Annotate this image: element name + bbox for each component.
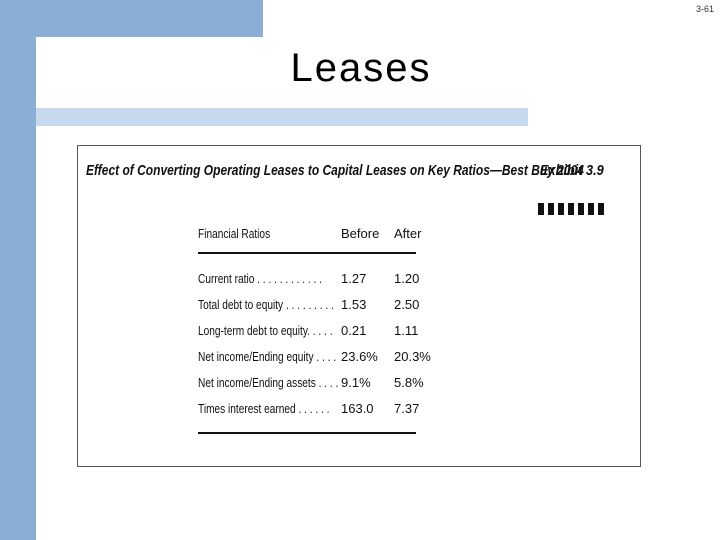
table-row: Long-term debt to equity. . . . . 0.21 1… <box>198 318 419 344</box>
ratio-table: Financial Ratios Before After Current ra… <box>198 222 431 434</box>
ratio-name: Net income/Ending equity . . . . <box>198 349 337 364</box>
table-row: Current ratio . . . . . . . . . . . . 1.… <box>198 266 420 292</box>
ratio-name: Long-term debt to equity. . . . . <box>198 323 333 338</box>
table-body: Current ratio . . . . . . . . . . . . 1.… <box>198 254 431 434</box>
column-header-after: After <box>394 226 422 241</box>
ratio-before: 23.6% <box>341 349 378 364</box>
column-header-ratios: Financial Ratios <box>198 226 271 241</box>
ratio-after: 7.37 <box>394 401 420 416</box>
ratio-after: 1.20 <box>394 271 420 286</box>
decorative-marks <box>538 203 604 215</box>
table-row: Total debt to equity . . . . . . . . . 1… <box>198 292 420 318</box>
ratio-after: 2.50 <box>394 297 420 312</box>
ratio-before: 163.0 <box>341 401 374 416</box>
table-row: Net income/Ending assets . . . . 9.1% 5.… <box>198 370 424 396</box>
ratio-before: 1.53 <box>341 297 367 312</box>
table-row: Net income/Ending equity . . . . 23.6% 2… <box>198 344 431 370</box>
decorative-left-bar <box>0 0 36 540</box>
ratio-after: 20.3% <box>394 349 431 364</box>
table-header: Financial Ratios Before After <box>198 222 421 254</box>
column-header-before: Before <box>341 226 380 241</box>
ratio-after: 1.11 <box>394 323 419 338</box>
exhibit-figure: Effect of Converting Operating Leases to… <box>77 145 641 467</box>
ratio-before: 0.21 <box>341 323 367 338</box>
decorative-top-block <box>0 0 263 37</box>
exhibit-title: Effect of Converting Operating Leases to… <box>86 162 584 179</box>
table-row: Times interest earned . . . . . . 163.0 … <box>198 396 420 422</box>
slide-title: Leases <box>290 46 432 90</box>
ratio-before: 9.1% <box>341 375 371 390</box>
ratio-after: 5.8% <box>394 375 424 390</box>
ratio-name: Current ratio . . . . . . . . . . . . <box>198 271 322 286</box>
decorative-title-underline <box>36 108 528 126</box>
exhibit-label: Exhibit 3.9 <box>540 162 604 179</box>
ratio-name: Times interest earned . . . . . . <box>198 401 330 416</box>
ratio-name: Total debt to equity . . . . . . . . . <box>198 297 334 312</box>
slide-number: 3-61 <box>695 4 714 14</box>
ratio-before: 1.27 <box>341 271 367 286</box>
ratio-name: Net income/Ending assets . . . . <box>198 375 339 390</box>
